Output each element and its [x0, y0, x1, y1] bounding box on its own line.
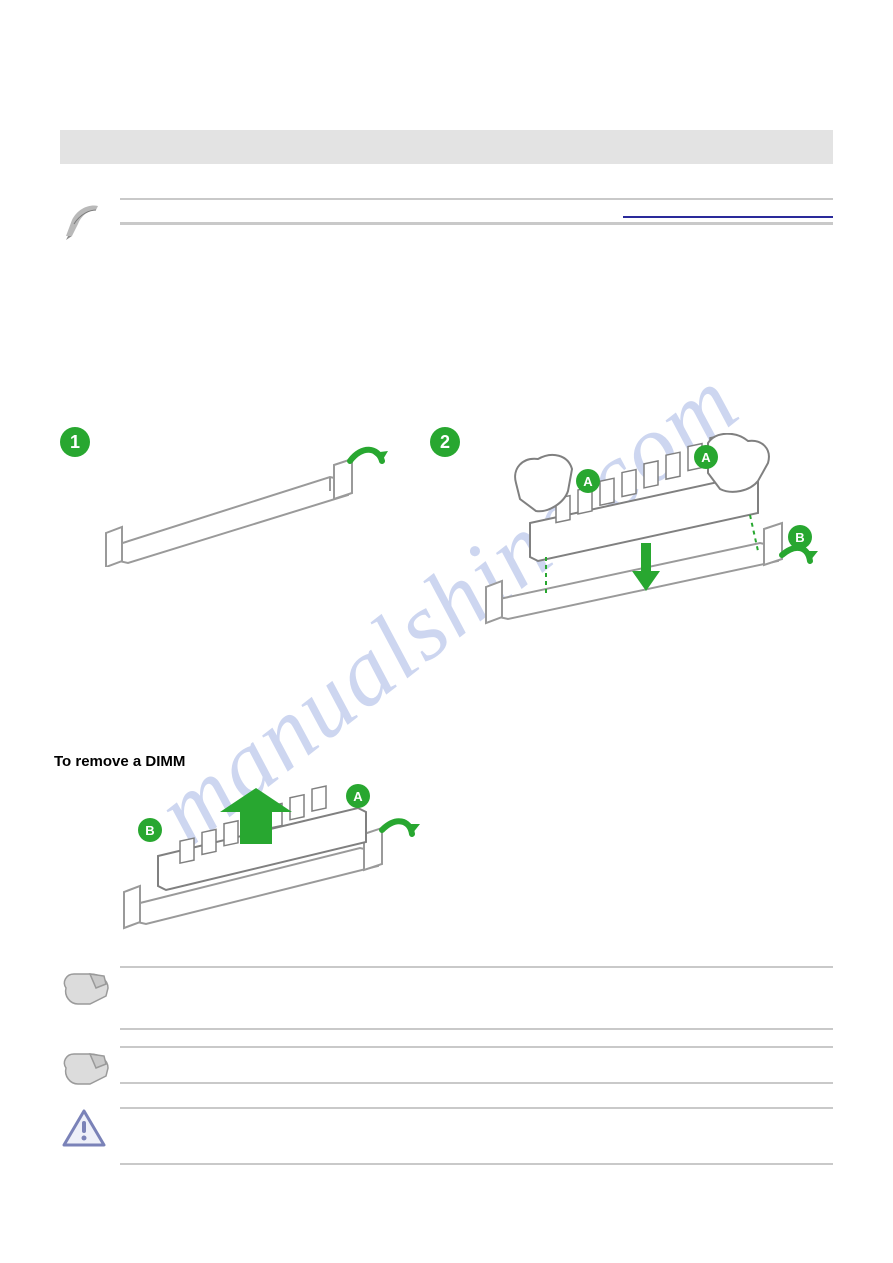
note-rule-top: [120, 198, 833, 200]
svg-text:A: A: [701, 450, 711, 465]
callout-1: [60, 966, 833, 1030]
remove-dimm-heading: To remove a DIMM: [54, 753, 833, 770]
remove-figure: A B: [110, 776, 833, 936]
svg-text:B: B: [795, 530, 804, 545]
callout-3-rule-top: [120, 1107, 833, 1109]
callout-3-rule-bottom: [120, 1163, 833, 1165]
note-rule-bottom: [120, 222, 833, 225]
svg-text:A: A: [353, 789, 363, 804]
svg-text:A: A: [583, 474, 593, 489]
note-body: [120, 198, 833, 225]
callout-2-rule-top: [120, 1046, 833, 1048]
warning-triangle-icon: [60, 1107, 120, 1156]
hand-point-icon: [60, 966, 120, 1015]
callout-1-rule-bottom: [120, 1028, 833, 1030]
pen-icon: [60, 198, 120, 247]
step-badge-1: 1: [60, 427, 90, 457]
manual-page: 1 2: [0, 0, 893, 1165]
install-figure: 1 2: [60, 427, 833, 747]
note-link-underline: [623, 216, 833, 218]
callout-2-rule-bottom: [120, 1082, 833, 1084]
step1-slot-illustration: [100, 437, 390, 567]
callout-2: [60, 1046, 833, 1095]
hand-point-icon: [60, 1046, 120, 1095]
step-badge-2: 2: [430, 427, 460, 457]
step2-illustration: A A B: [460, 433, 820, 633]
svg-text:B: B: [145, 823, 154, 838]
section-header-bar: [60, 130, 833, 164]
callout-1-rule-top: [120, 966, 833, 968]
note-block: [60, 198, 833, 247]
callout-3: [60, 1107, 833, 1165]
